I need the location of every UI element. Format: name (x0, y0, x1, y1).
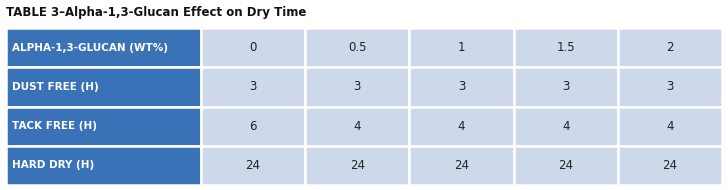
Bar (513, 107, 618, 146)
Text: 6: 6 (249, 120, 257, 133)
Text: 0.5: 0.5 (348, 41, 366, 54)
Bar (618, 67, 722, 107)
Text: 3: 3 (562, 80, 569, 93)
Text: 24: 24 (349, 159, 365, 172)
Text: ALPHA-1,3-GLUCAN (WT%): ALPHA-1,3-GLUCAN (WT%) (12, 43, 168, 53)
Bar (409, 107, 513, 146)
Bar (409, 67, 513, 107)
Text: 24: 24 (662, 159, 677, 172)
Bar (201, 28, 305, 67)
Text: TABLE 3–Alpha-1,3-Glucan Effect on Dry Time: TABLE 3–Alpha-1,3-Glucan Effect on Dry T… (6, 6, 306, 19)
Text: 24: 24 (454, 159, 469, 172)
Bar (513, 28, 618, 67)
Bar (6, 107, 201, 146)
Bar (6, 28, 201, 67)
Bar (201, 107, 305, 146)
Bar (409, 146, 513, 185)
Bar (6, 146, 201, 185)
Bar (6, 67, 201, 107)
Bar (305, 28, 409, 67)
Bar (618, 146, 722, 185)
Text: 3: 3 (249, 80, 256, 93)
Bar (201, 67, 305, 107)
Bar (513, 146, 618, 185)
Bar (305, 146, 409, 185)
Text: 3: 3 (666, 80, 673, 93)
Bar (513, 67, 618, 107)
Text: TACK FREE (H): TACK FREE (H) (12, 121, 97, 131)
Text: 0: 0 (249, 41, 256, 54)
Bar (305, 67, 409, 107)
Bar (618, 28, 722, 67)
Text: DUST FREE (H): DUST FREE (H) (12, 82, 99, 92)
Text: 1: 1 (458, 41, 465, 54)
Text: HARD DRY (H): HARD DRY (H) (12, 160, 94, 170)
Bar (618, 107, 722, 146)
Text: 3: 3 (458, 80, 465, 93)
Text: 1.5: 1.5 (556, 41, 575, 54)
Text: 3: 3 (353, 80, 361, 93)
Text: 24: 24 (245, 159, 261, 172)
Text: 2: 2 (666, 41, 673, 54)
Text: 4: 4 (458, 120, 465, 133)
Text: 4: 4 (562, 120, 569, 133)
Bar (201, 146, 305, 185)
Text: 4: 4 (353, 120, 361, 133)
Bar (305, 107, 409, 146)
Text: 24: 24 (558, 159, 573, 172)
Bar (409, 28, 513, 67)
Text: 4: 4 (666, 120, 673, 133)
